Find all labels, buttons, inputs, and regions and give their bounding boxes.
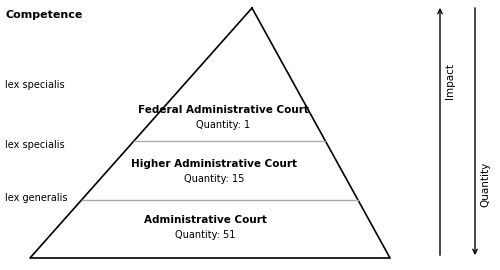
Text: Quantity: 51: Quantity: 51: [175, 230, 235, 240]
Text: Competence: Competence: [5, 10, 82, 20]
Text: Quantity: 1: Quantity: 1: [196, 120, 250, 130]
Text: Higher Administrative Court: Higher Administrative Court: [132, 159, 298, 169]
Text: lex specialis: lex specialis: [5, 140, 64, 150]
Text: lex specialis: lex specialis: [5, 80, 64, 90]
Text: Federal Administrative Court: Federal Administrative Court: [138, 105, 309, 115]
Text: Quantity: Quantity: [480, 161, 490, 207]
Text: Impact: Impact: [445, 63, 455, 99]
Text: Quantity: 15: Quantity: 15: [184, 174, 244, 184]
Text: Administrative Court: Administrative Court: [144, 215, 266, 225]
Text: lex generalis: lex generalis: [5, 193, 68, 203]
